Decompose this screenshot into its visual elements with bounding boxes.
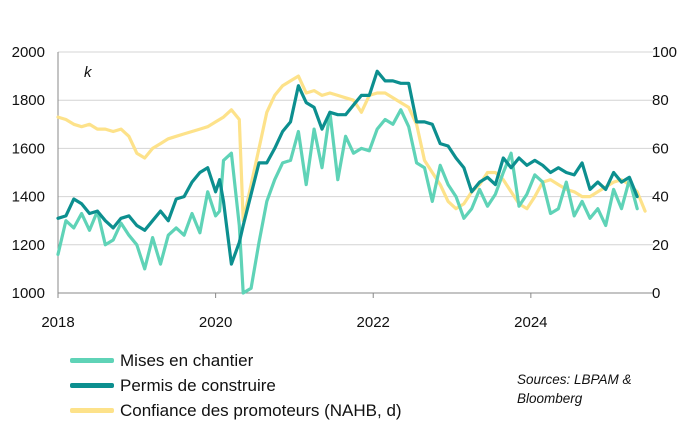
legend-swatch-permis — [70, 383, 114, 388]
legend-item-confiance: Confiance des promoteurs (NAHB, d) — [70, 398, 402, 423]
x-tick-label: 2020 — [199, 314, 232, 331]
tick-labels: 1000 1200 1400 1600 1800 2000 0 20 40 60 80 100 2018… — [12, 44, 677, 331]
legend-label-confiance: Confiance des promoteurs (NAHB, d) — [120, 400, 402, 420]
series-layer — [56, 69, 647, 295]
x-tick-label: 2024 — [514, 314, 547, 331]
unit-label: k — [84, 64, 93, 81]
legend-swatch-mises — [70, 358, 114, 363]
x-tick-label: 2022 — [357, 314, 390, 331]
y-left-tick-label: 1600 — [12, 140, 45, 157]
legend-item-permis: Permis de construire — [70, 373, 402, 398]
y-right-tick-label: 40 — [652, 189, 669, 206]
series-line-mises-en-chantier — [56, 108, 639, 295]
series-line-permis-de-construire — [56, 69, 639, 266]
y-left-tick-label: 1200 — [12, 237, 45, 254]
legend-label-permis: Permis de construire — [120, 375, 276, 395]
y-right-tick-label: 80 — [652, 92, 669, 109]
legend-swatch-confiance — [70, 408, 114, 413]
horizontal-gridlines — [57, 51, 653, 298]
series-line-confiance-promoteurs — [56, 74, 647, 223]
legend: Mises en chantier Permis de construire C… — [70, 348, 402, 423]
y-left-tick-label: 1000 — [12, 285, 45, 302]
legend-label-mises: Mises en chantier — [120, 350, 254, 370]
y-right-tick-label: 60 — [652, 140, 669, 157]
legend-item-mises: Mises en chantier — [70, 348, 402, 373]
y-right-tick-label: 100 — [652, 44, 677, 61]
y-left-tick-label: 2000 — [12, 44, 45, 61]
y-left-tick-label: 1400 — [12, 189, 45, 206]
y-right-tick-label: 0 — [652, 285, 660, 302]
x-tick-label: 2018 — [41, 314, 74, 331]
sources-note: Sources: LBPAM & Bloomberg — [517, 372, 632, 406]
y-left-tick-label: 1800 — [12, 92, 45, 109]
y-right-tick-label: 20 — [652, 237, 669, 254]
